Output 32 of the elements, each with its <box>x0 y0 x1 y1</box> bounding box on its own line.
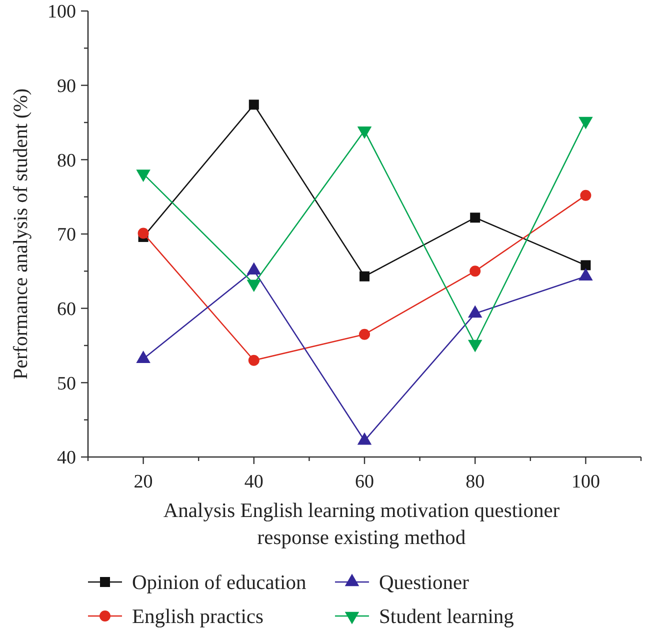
point <box>578 116 593 130</box>
x-tick-label: 60 <box>355 472 374 493</box>
legend-label: Student learning <box>379 606 514 628</box>
x-axis-title: Analysis English learning motivation questioner response existing method <box>163 500 560 550</box>
y-tick-label: 40 <box>57 448 76 469</box>
x-tick-label: 40 <box>244 472 264 493</box>
legend-label: English practics <box>132 606 264 628</box>
y-tick-label: 90 <box>57 76 76 97</box>
point <box>468 305 482 318</box>
x-tick-label: 100 <box>571 472 600 493</box>
point <box>136 170 150 182</box>
point <box>580 260 591 270</box>
point <box>359 328 370 340</box>
legend-label: Opinion of education <box>132 572 306 594</box>
point <box>470 212 480 223</box>
y-tick-label: 50 <box>57 373 76 394</box>
legend-label: Questioner <box>379 572 470 594</box>
point <box>580 190 592 201</box>
y-tick-label: 100 <box>48 2 76 23</box>
point <box>136 350 150 363</box>
point <box>248 354 260 366</box>
point <box>360 271 370 282</box>
y-tick-label: 80 <box>57 150 76 172</box>
y-axis-title: Performance analysis of student (%) <box>10 88 32 380</box>
x-tick-label: 20 <box>134 472 153 493</box>
point <box>357 432 372 445</box>
y-tick-label: 60 <box>57 298 76 320</box>
point <box>138 228 149 239</box>
y-tick-label: 70 <box>57 224 76 246</box>
point <box>357 126 372 139</box>
x-tick-label: 80 <box>466 472 485 493</box>
point <box>470 266 481 277</box>
